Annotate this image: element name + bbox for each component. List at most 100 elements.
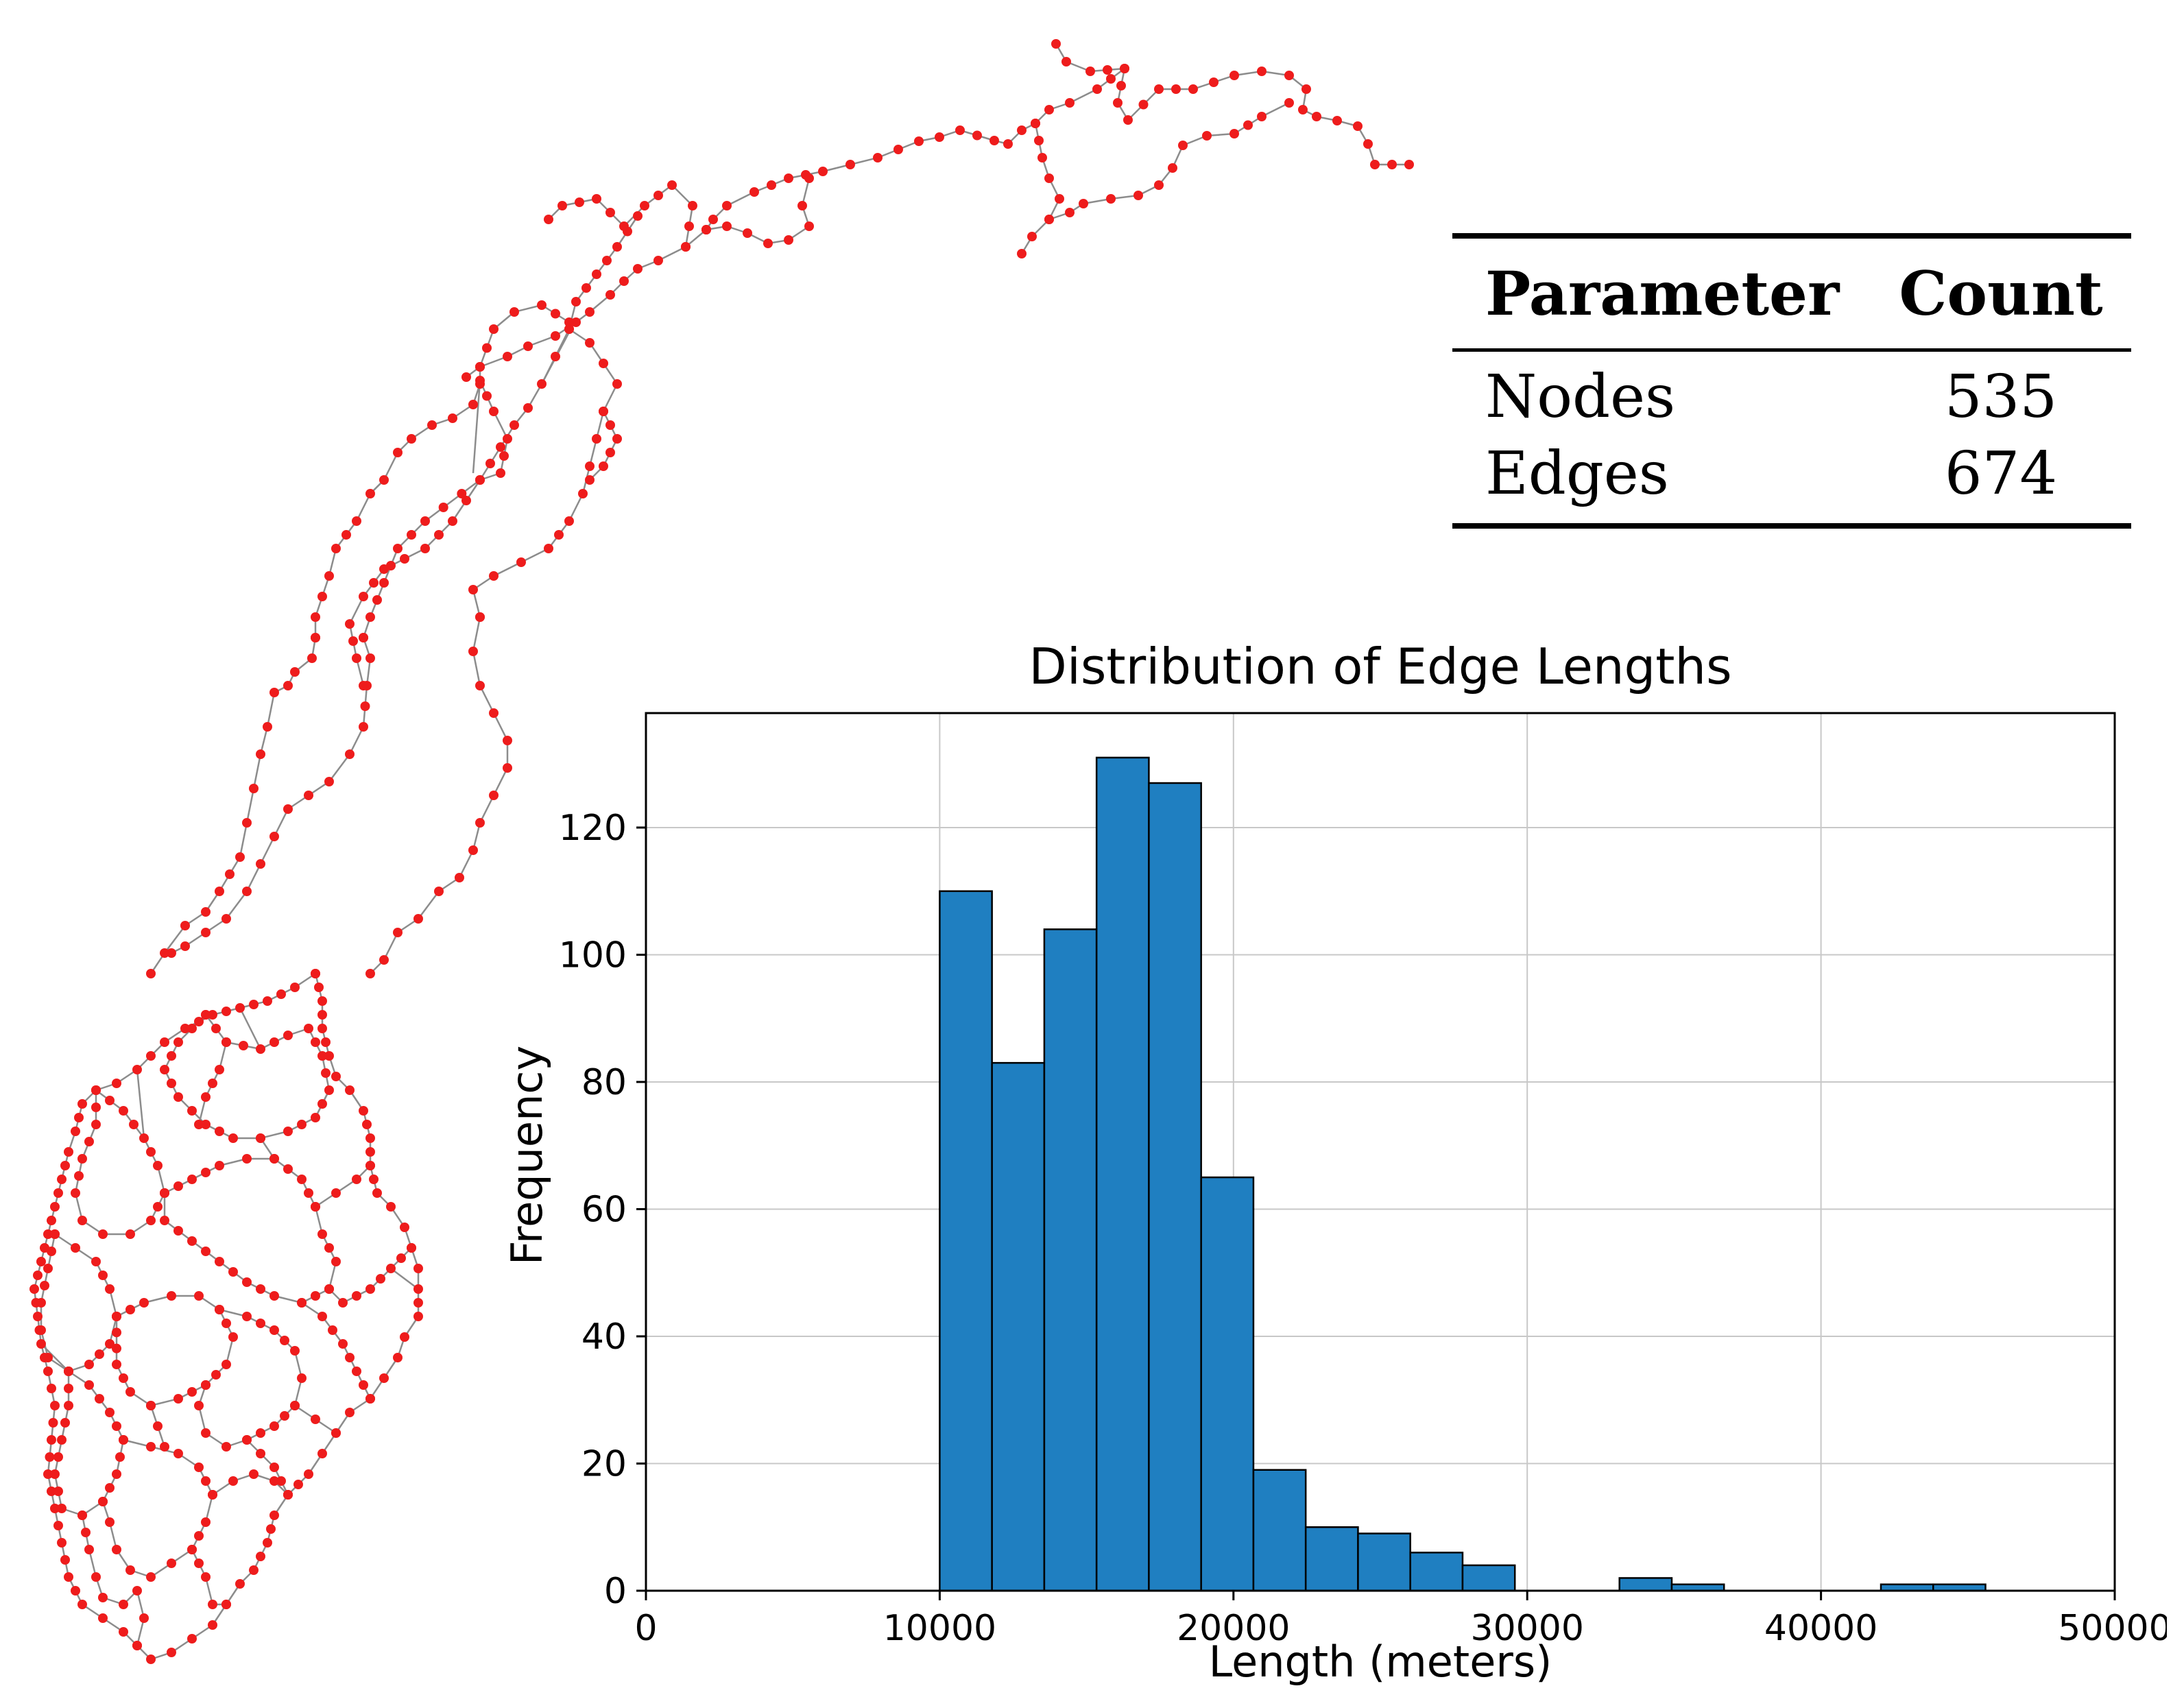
network-node xyxy=(372,595,382,605)
network-node xyxy=(321,1037,331,1047)
network-node xyxy=(523,403,533,413)
network-node xyxy=(317,1051,327,1061)
network-node xyxy=(352,1291,361,1301)
network-node xyxy=(359,722,368,732)
table-row: Edges 674 xyxy=(1452,435,2131,512)
network-node xyxy=(74,1113,84,1122)
network-node xyxy=(331,1257,341,1266)
network-node xyxy=(581,283,591,293)
network-node xyxy=(585,307,595,317)
network-node xyxy=(215,1257,224,1266)
network-node xyxy=(359,1380,368,1390)
y-tick-label: 40 xyxy=(581,1316,627,1358)
network-node xyxy=(468,585,478,594)
network-node xyxy=(324,1243,334,1253)
network-node xyxy=(311,1415,320,1424)
network-node xyxy=(194,1401,204,1410)
network-node xyxy=(413,914,423,924)
network-node xyxy=(475,376,485,385)
network-node xyxy=(50,1202,60,1212)
network-node xyxy=(612,434,622,444)
network-node xyxy=(160,1442,169,1452)
network-node xyxy=(633,211,643,221)
network-node xyxy=(592,434,601,444)
network-node xyxy=(623,226,632,237)
network-node xyxy=(1370,160,1380,169)
x-tick-label: 0 xyxy=(634,1608,657,1649)
network-edge xyxy=(383,932,399,961)
network-edge xyxy=(239,822,248,858)
network-node xyxy=(194,1120,204,1129)
network-node xyxy=(317,1312,327,1321)
network-edge xyxy=(492,411,509,440)
histogram-bar xyxy=(939,890,993,1592)
network-node xyxy=(160,1216,169,1225)
network-node xyxy=(283,1164,293,1174)
network-node xyxy=(194,1463,204,1472)
network-node xyxy=(256,859,265,869)
network-node xyxy=(317,1229,327,1239)
network-node xyxy=(345,1353,355,1362)
network-node xyxy=(105,1408,115,1417)
network-node xyxy=(53,1487,63,1496)
network-node xyxy=(338,1298,348,1308)
histogram-chart: Distribution of Edge Lengths Frequency L… xyxy=(502,638,2167,1687)
network-node xyxy=(503,763,512,773)
network-node xyxy=(91,1257,101,1266)
network-node xyxy=(84,1360,94,1369)
network-node xyxy=(293,1480,303,1489)
network-node xyxy=(173,1226,183,1236)
network-node xyxy=(324,571,334,581)
network-node xyxy=(125,1387,135,1397)
histogram-bar xyxy=(1200,1176,1255,1592)
network-node xyxy=(311,1202,320,1212)
y-tick-label: 80 xyxy=(581,1062,627,1103)
network-node xyxy=(324,1284,334,1294)
network-node xyxy=(215,1305,224,1314)
network-node xyxy=(475,681,485,690)
network-node xyxy=(1123,115,1133,125)
network-node xyxy=(684,221,694,231)
network-node xyxy=(208,1490,217,1500)
network-node xyxy=(605,290,615,300)
network-node xyxy=(571,297,581,306)
network-node xyxy=(221,1037,231,1047)
network-node xyxy=(599,359,608,368)
network-node xyxy=(201,928,211,937)
network-node xyxy=(194,1558,204,1568)
network-node xyxy=(324,777,334,786)
network-node xyxy=(119,1373,128,1383)
network-node xyxy=(509,307,519,317)
network-node xyxy=(201,1380,211,1390)
network-node xyxy=(612,242,622,252)
network-node xyxy=(43,1229,53,1239)
network-node xyxy=(797,201,807,210)
network-node xyxy=(605,208,615,217)
network-node xyxy=(225,869,235,879)
network-node xyxy=(317,1024,327,1033)
network-node xyxy=(84,1545,94,1554)
network-node xyxy=(1133,191,1143,200)
network-node xyxy=(893,145,903,154)
network-node xyxy=(201,1476,211,1486)
network-node xyxy=(57,1175,67,1184)
network-node xyxy=(64,1572,73,1582)
network-node xyxy=(1017,125,1027,135)
network-node xyxy=(1103,65,1112,75)
network-node xyxy=(578,489,588,498)
network-node xyxy=(1027,232,1037,241)
network-node xyxy=(365,1133,375,1143)
network-node xyxy=(551,352,560,361)
network-node xyxy=(47,1384,56,1393)
network-node xyxy=(221,914,231,924)
network-node xyxy=(359,592,368,601)
network-node xyxy=(125,1565,135,1575)
network-node xyxy=(228,1133,238,1143)
network-node xyxy=(208,1010,217,1020)
network-node xyxy=(167,1291,176,1301)
network-node xyxy=(91,1085,101,1095)
network-node xyxy=(1031,119,1040,128)
network-node xyxy=(50,1401,60,1410)
network-node xyxy=(365,1394,375,1404)
network-node xyxy=(331,544,341,553)
